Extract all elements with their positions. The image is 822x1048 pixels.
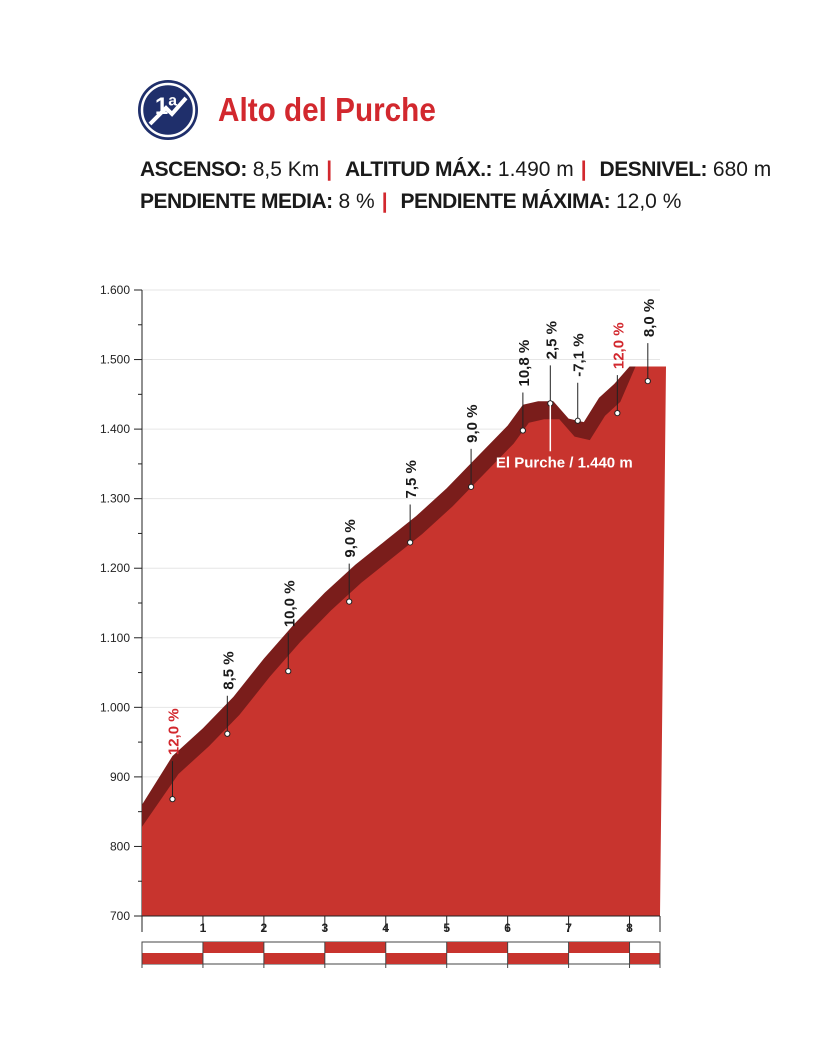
x-tick-label: 7 bbox=[565, 921, 572, 935]
stat-value: 8,5 Km bbox=[252, 158, 320, 181]
gradient-label: 9,0 % bbox=[464, 404, 481, 442]
y-tick-label: 1.000 bbox=[100, 700, 130, 714]
stats-row-2: PENDIENTE MEDIA: 8 % | PENDIENTE MÁXIMA: … bbox=[140, 186, 771, 218]
x-tick-label: 3 bbox=[321, 921, 328, 935]
stat-value: 12,0 % bbox=[615, 190, 682, 213]
gradient-label: 8,5 % bbox=[220, 651, 237, 689]
gradient-marker bbox=[519, 427, 526, 434]
y-tick-label: 1.500 bbox=[100, 353, 130, 367]
gradient-marker bbox=[644, 378, 651, 385]
gradient-marker bbox=[169, 796, 176, 803]
gradient-marker bbox=[285, 668, 292, 675]
gradient-label: 12,0 % bbox=[610, 322, 627, 369]
gradient-label: 12,0 % bbox=[165, 708, 182, 755]
stat-value: 680 m bbox=[712, 158, 772, 181]
scale-bar-segment bbox=[263, 953, 325, 964]
x-tick-label: 1 bbox=[200, 921, 207, 935]
gradient-marker bbox=[407, 539, 414, 546]
scale-bar-segment bbox=[202, 942, 264, 953]
gradient-label: 10,8 % bbox=[516, 340, 533, 387]
profile-area bbox=[142, 366, 666, 916]
scale-bar-segment bbox=[446, 942, 508, 953]
x-tick-label: 8 bbox=[626, 921, 633, 935]
gradient-label: -7,1 % bbox=[571, 333, 588, 376]
category-badge-text: 1ª bbox=[155, 93, 177, 120]
x-tick-label: 5 bbox=[443, 921, 450, 935]
stat-label: PENDIENTE MÁXIMA: bbox=[400, 190, 611, 213]
title-row: 1ª Alto del Purche bbox=[136, 78, 796, 142]
y-tick-label: 1.400 bbox=[100, 422, 130, 436]
gradient-marker bbox=[346, 598, 353, 605]
scale-bar-segment bbox=[507, 953, 569, 964]
gradient-label: 7,5 % bbox=[403, 460, 420, 498]
y-tick-label: 900 bbox=[110, 770, 130, 784]
gradient-label: 10,0 % bbox=[281, 580, 298, 627]
x-tick-label: 2 bbox=[261, 921, 268, 935]
stat-separator: | bbox=[580, 158, 587, 181]
climb-stats: ASCENSO: 8,5 Km | ALTITUD MÁX.: 1.490 m | … bbox=[140, 154, 771, 218]
y-tick-label: 1.600 bbox=[100, 283, 130, 297]
gradient-marker bbox=[467, 483, 475, 490]
y-tick-label: 1.200 bbox=[100, 561, 130, 575]
gradient-marker bbox=[224, 730, 231, 737]
stat-label: DESNIVEL: bbox=[599, 158, 708, 181]
gradient-label: 9,0 % bbox=[342, 519, 359, 557]
y-tick-label: 800 bbox=[110, 839, 130, 853]
stat-value: 1.490 m bbox=[497, 158, 574, 181]
stats-row-1: ASCENSO: 8,5 Km | ALTITUD MÁX.: 1.490 m | … bbox=[140, 154, 771, 186]
y-tick-label: 700 bbox=[110, 909, 130, 923]
gradient-marker bbox=[574, 417, 581, 424]
x-tick-label: 4 bbox=[382, 921, 389, 935]
climb-title: Alto del Purche bbox=[218, 91, 436, 128]
stat-label: PENDIENTE MEDIA: bbox=[140, 190, 333, 213]
stat-separator: | bbox=[381, 190, 388, 213]
stat-value: 8 % bbox=[338, 190, 375, 213]
x-axis: 1 2 3 4 5 6 7 8 bbox=[141, 915, 661, 935]
gradient-label: 2,5 % bbox=[543, 321, 560, 359]
x-tick-label: 6 bbox=[504, 921, 511, 935]
scale-bar-segment bbox=[324, 942, 386, 953]
category-badge-icon: 1ª bbox=[138, 80, 198, 140]
gradient-marker bbox=[614, 410, 621, 417]
gradient-label: 8,0 % bbox=[641, 299, 658, 337]
stat-label: ALTITUD MÁX.: bbox=[344, 158, 493, 181]
y-tick-label: 1.300 bbox=[100, 492, 130, 506]
km-scale-bar bbox=[141, 941, 661, 968]
scale-bar-segment bbox=[568, 942, 630, 953]
y-tick-label: 1.100 bbox=[100, 631, 130, 645]
stat-label: ASCENSO: bbox=[140, 158, 247, 181]
climb-header: 1ª Alto del Purche bbox=[136, 78, 796, 142]
profile bbox=[142, 366, 666, 916]
gradient-labels: 12,0 % 8,5 % 10,0 % 9,0 % 7,5 % 9,0 % 10,8 % 2,… bbox=[165, 299, 658, 803]
summit-label: El Purche / 1.440 m bbox=[496, 454, 633, 471]
scale-bar-segment bbox=[629, 953, 660, 964]
scale-bar-segment bbox=[385, 953, 447, 964]
scale-bar-segment bbox=[142, 953, 203, 964]
stat-separator: | bbox=[326, 158, 333, 181]
